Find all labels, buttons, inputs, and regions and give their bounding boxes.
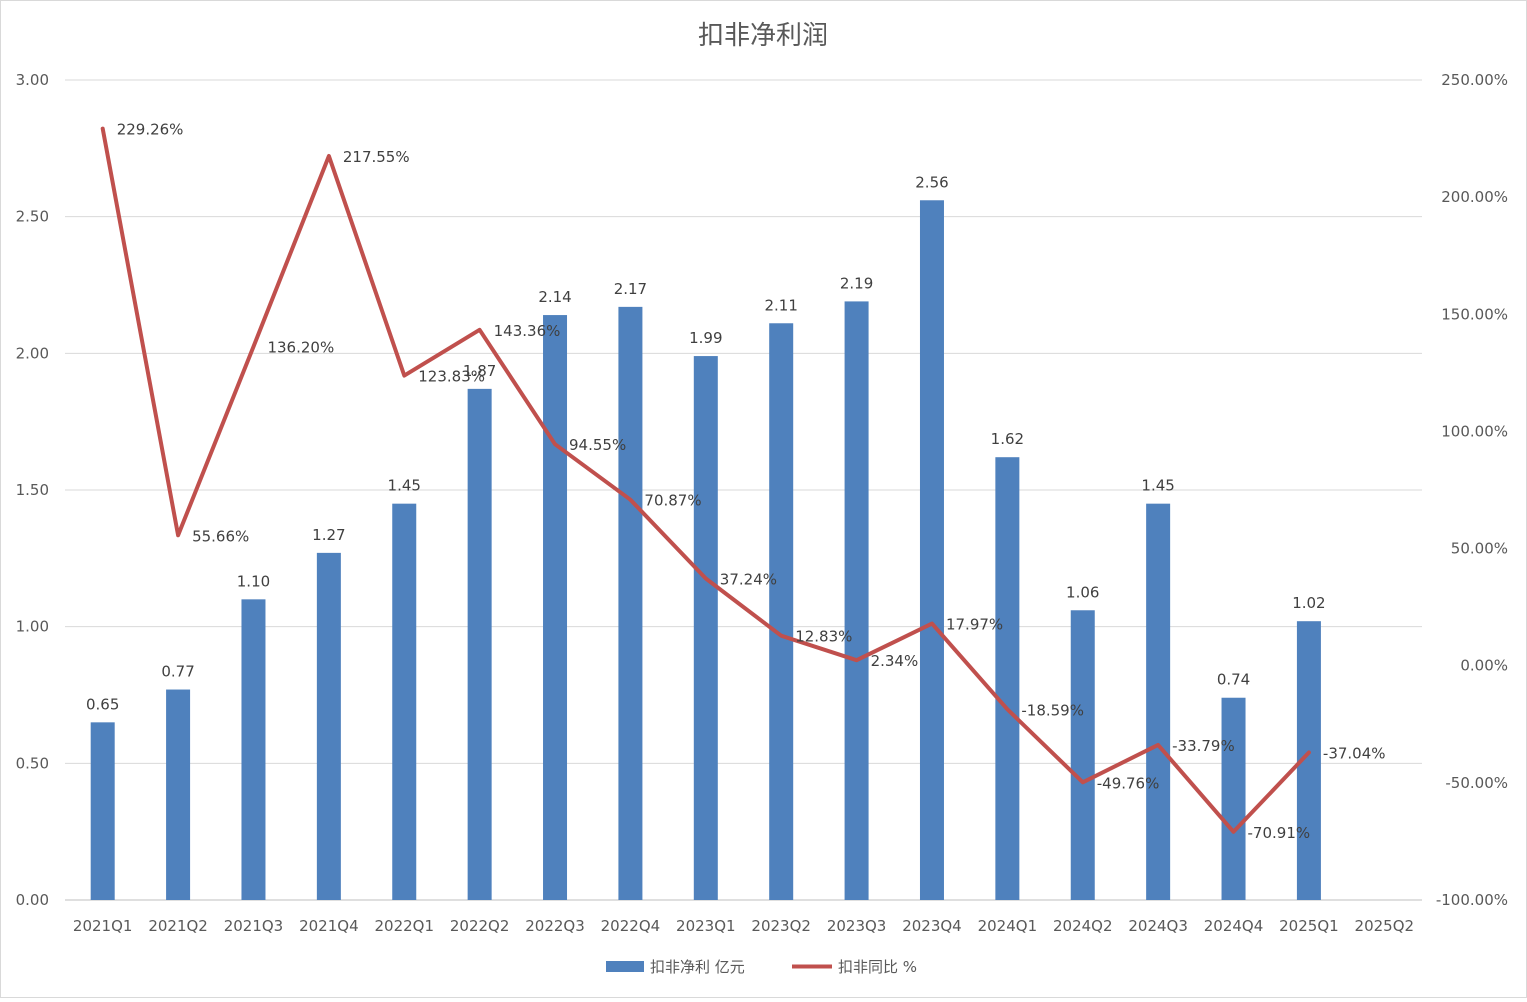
line-data-labels: 229.26% 55.66% 136.20% 217.55% 123.83% 143.36… — [117, 121, 1386, 842]
category-label: 2021Q4 — [299, 917, 359, 935]
category-label: 2025Q1 — [1279, 917, 1339, 935]
bar — [769, 323, 794, 900]
line-data-label: 55.66% — [192, 527, 249, 545]
right-tick-label: 50.00% — [1451, 540, 1508, 558]
bar-data-label: 1.87 — [463, 362, 496, 380]
left-tick-label: 0.00 — [16, 891, 49, 909]
right-tick-label: 200.00% — [1441, 188, 1508, 206]
right-tick-label: -100.00% — [1436, 891, 1508, 909]
right-tick-label: 250.00% — [1441, 71, 1508, 89]
bar-data-label: 2.17 — [614, 280, 647, 298]
bar-series — [90, 200, 1321, 901]
bar — [1146, 503, 1171, 900]
line-data-label: -70.91% — [1248, 824, 1311, 842]
line-data-label: 94.55% — [569, 436, 626, 454]
line-data-label: 217.55% — [343, 148, 410, 166]
bar-data-label: 2.56 — [915, 173, 948, 191]
line-data-label: -33.79% — [1172, 737, 1235, 755]
bar-data-label: 0.74 — [1217, 671, 1250, 689]
line-series — [100, 126, 1311, 834]
category-label: 2024Q1 — [978, 917, 1038, 935]
chart-title: 扣非净利润 — [698, 21, 828, 51]
left-tick-label: 3.00 — [16, 71, 49, 89]
bar — [392, 503, 417, 900]
legend-swatch-bar — [606, 961, 644, 972]
bar-data-label: 1.10 — [237, 572, 270, 590]
legend: 扣非净利 亿元 扣非同比 % — [606, 958, 917, 976]
left-tick-label: 1.00 — [16, 618, 49, 636]
yoy-line — [100, 126, 1311, 834]
category-label: 2024Q4 — [1204, 917, 1264, 935]
bar-data-label: 0.77 — [161, 663, 194, 681]
line-data-label: 2.34% — [871, 652, 919, 670]
category-label: 2024Q3 — [1128, 917, 1188, 935]
line-data-label: 143.36% — [494, 322, 561, 340]
bar — [1221, 697, 1246, 900]
bar — [1070, 610, 1095, 900]
category-label: 2023Q4 — [902, 917, 962, 935]
left-tick-label: 2.00 — [16, 344, 49, 362]
bar-data-label: 1.27 — [312, 526, 345, 544]
right-axis-ticks: -100.00% -50.00% 0.00% 50.00% 100.00% 150.00%… — [1436, 71, 1508, 909]
bar — [543, 315, 568, 901]
bar-data-labels: 0.65 0.77 1.10 1.27 1.45 1.87 2.14 2.17 1.99 2.11… — [86, 173, 1326, 713]
bar-data-label: 0.65 — [86, 695, 119, 713]
category-label: 2022Q4 — [601, 917, 661, 935]
right-tick-label: 0.00% — [1460, 657, 1508, 675]
bar-data-label: 1.45 — [1141, 477, 1174, 495]
category-label: 2021Q2 — [148, 917, 208, 935]
bar-data-label: 1.02 — [1292, 594, 1325, 612]
bar — [241, 599, 266, 900]
bar — [995, 457, 1020, 900]
line-data-label: 12.83% — [795, 628, 852, 646]
line-data-label: 70.87% — [644, 492, 701, 510]
category-label: 2023Q2 — [751, 917, 811, 935]
category-label: 2023Q1 — [676, 917, 736, 935]
category-label: 2024Q2 — [1053, 917, 1113, 935]
bar — [919, 200, 944, 900]
line-data-label: 123.83% — [418, 368, 485, 386]
category-label: 2023Q3 — [827, 917, 887, 935]
right-tick-label: 150.00% — [1441, 305, 1508, 323]
bar — [90, 722, 115, 900]
bar-data-label: 1.06 — [1066, 583, 1099, 601]
bar-data-label: 1.62 — [991, 430, 1024, 448]
category-label: 2021Q3 — [224, 917, 284, 935]
bar — [844, 301, 869, 900]
category-label: 2022Q3 — [525, 917, 585, 935]
bar-data-label: 2.11 — [764, 296, 797, 314]
line-data-label: -18.59% — [1021, 701, 1084, 719]
bar-data-label: 2.19 — [840, 274, 873, 292]
right-tick-label: -50.00% — [1445, 774, 1508, 792]
bar-data-label: 1.99 — [689, 329, 722, 347]
legend-label-line: 扣非同比 % — [838, 958, 917, 976]
category-label: 2022Q1 — [374, 917, 434, 935]
category-label: 2022Q2 — [450, 917, 510, 935]
category-label: 2025Q2 — [1355, 917, 1415, 935]
line-data-label: 17.97% — [946, 616, 1003, 634]
left-axis-ticks: 0.00 0.50 1.00 1.50 2.00 2.50 3.00 — [16, 71, 49, 909]
bar — [693, 356, 718, 901]
gridlines — [65, 79, 1422, 901]
left-tick-label: 2.50 — [16, 208, 49, 226]
right-tick-label: 100.00% — [1441, 422, 1508, 440]
bar — [618, 306, 643, 900]
line-data-label: 37.24% — [720, 570, 777, 588]
left-tick-label: 1.50 — [16, 481, 49, 499]
line-data-label: -37.04% — [1323, 744, 1386, 762]
line-data-label: -49.76% — [1097, 774, 1160, 792]
bar — [166, 689, 191, 900]
category-axis-labels: 2021Q1 2021Q2 2021Q3 2021Q4 2022Q1 2022Q2 2022… — [73, 917, 1414, 935]
legend-label-bar: 扣非净利 亿元 — [650, 958, 745, 976]
bar-data-label: 2.14 — [538, 288, 571, 306]
bar — [316, 552, 341, 900]
bar-data-label: 1.45 — [388, 477, 421, 495]
left-tick-label: 0.50 — [16, 754, 49, 772]
bar — [467, 388, 492, 900]
category-label: 2021Q1 — [73, 917, 133, 935]
line-data-label: 229.26% — [117, 121, 184, 139]
line-data-label: 136.20% — [267, 339, 334, 357]
